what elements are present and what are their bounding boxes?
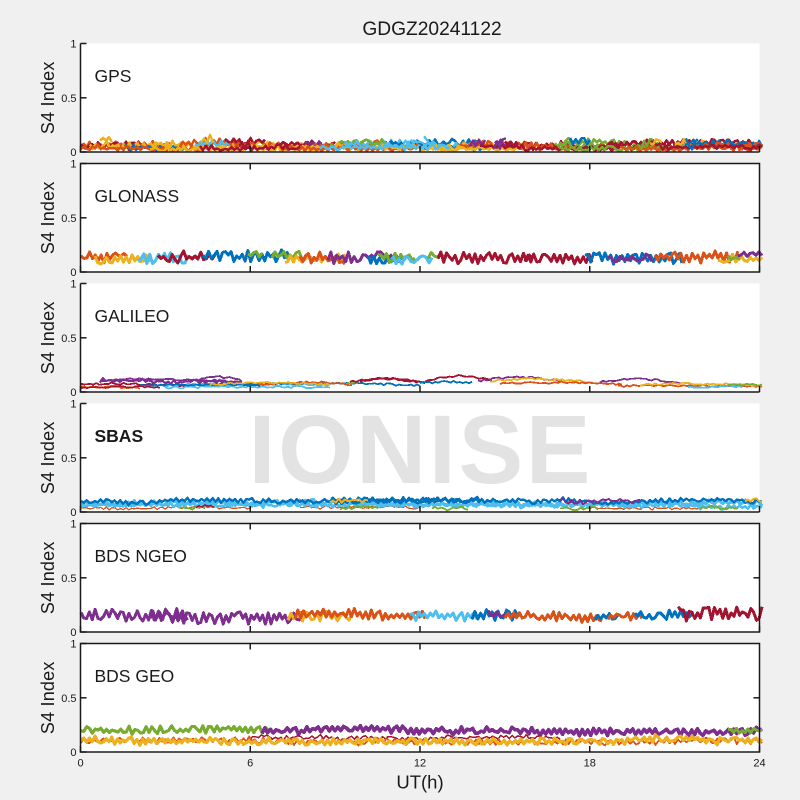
svg-text:12: 12 [414, 758, 426, 770]
svg-text:S4 Index: S4 Index [38, 61, 58, 134]
svg-text:1: 1 [70, 159, 76, 171]
svg-text:0.5: 0.5 [61, 693, 76, 705]
svg-text:0: 0 [70, 747, 76, 759]
svg-text:UT(h): UT(h) [396, 772, 443, 793]
svg-text:GPS: GPS [95, 66, 132, 86]
svg-text:GDGZ20241122: GDGZ20241122 [362, 19, 501, 40]
svg-text:S4 Index: S4 Index [38, 181, 58, 254]
svg-text:24: 24 [753, 758, 765, 770]
svg-text:BDS NGEO: BDS NGEO [95, 546, 187, 566]
svg-text:0.5: 0.5 [61, 453, 76, 465]
svg-text:0: 0 [77, 758, 83, 770]
svg-text:1: 1 [70, 519, 76, 531]
svg-text:S4 Index: S4 Index [38, 541, 58, 614]
svg-text:6: 6 [247, 758, 253, 770]
svg-text:BDS GEO: BDS GEO [95, 666, 175, 686]
svg-text:GALILEO: GALILEO [95, 306, 170, 326]
svg-text:1: 1 [70, 399, 76, 411]
svg-text:S4 Index: S4 Index [38, 301, 58, 374]
svg-text:1: 1 [70, 639, 76, 651]
svg-text:S4 Index: S4 Index [38, 661, 58, 734]
svg-text:0: 0 [70, 627, 76, 639]
svg-text:0: 0 [70, 267, 76, 279]
svg-text:0.5: 0.5 [61, 573, 76, 585]
svg-text:0: 0 [70, 147, 76, 159]
svg-text:1: 1 [70, 279, 76, 291]
svg-text:S4 Index: S4 Index [38, 421, 58, 494]
svg-text:GLONASS: GLONASS [95, 186, 180, 206]
svg-text:0: 0 [70, 507, 76, 519]
svg-text:SBAS: SBAS [95, 426, 144, 446]
svg-text:0.5: 0.5 [61, 93, 76, 105]
svg-text:0.5: 0.5 [61, 333, 76, 345]
svg-text:IONISE: IONISE [249, 395, 591, 504]
svg-text:0: 0 [70, 387, 76, 399]
svg-text:0.5: 0.5 [61, 213, 76, 225]
svg-text:1: 1 [70, 39, 76, 51]
svg-text:18: 18 [584, 758, 596, 770]
